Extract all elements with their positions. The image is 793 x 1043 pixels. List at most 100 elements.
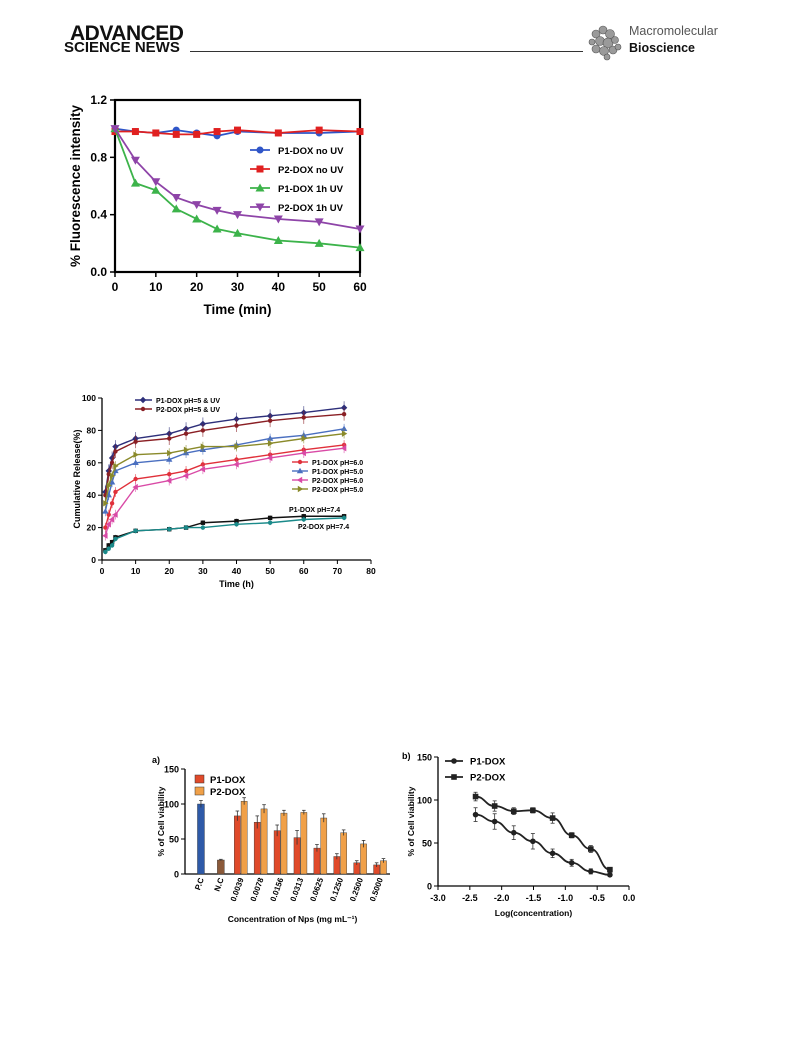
data-point [167,449,173,457]
y-axis-label: % of Cell viability [406,786,416,856]
legend-label: P2-DOX no UV [278,165,344,176]
data-point [607,872,613,878]
data-point [183,446,190,454]
x-tick-label: -2.0 [494,893,510,903]
data-point [267,418,273,423]
series-line-1 [115,129,361,136]
x-tick-label: 0.0 [623,893,636,903]
data-point [103,500,109,507]
y-axis-label: Cumulative Release(%) [72,429,82,528]
y-tick-label: 150 [164,765,179,775]
data-point [266,454,273,462]
data-point [133,528,138,534]
legend-label: P2-DOX pH=5 & UV [156,407,220,414]
data-point [102,508,109,514]
x-tick-label: -3.0 [430,893,446,903]
x-tick-label: 80 [366,566,376,576]
viability-bar-chart: a) 0 50 100 150 % of Cell viability Concentrat… [152,755,390,924]
legend-swatch [194,774,205,784]
data-point [315,126,323,134]
data-point [193,130,201,138]
data-point [491,803,498,809]
x-axis-label: Time (min) [203,302,271,317]
x-tick-label: 0.0039 [229,876,246,903]
data-point [266,435,274,441]
data-point [314,238,324,247]
data-point [200,443,207,450]
data-point [113,489,118,495]
data-point [105,521,111,528]
legend-marker [256,165,264,173]
data-point [108,479,116,485]
x-tick-label: 40 [232,566,242,576]
data-point [472,811,479,818]
data-point [171,193,181,202]
data-point [109,501,115,506]
panel-label: a) [152,755,160,765]
series-line-2 [114,128,361,249]
legend-marker [139,396,147,404]
y-tick-label: 50 [169,835,179,845]
x-tick-label: 30 [231,280,245,294]
data-point [106,471,111,477]
bar [260,808,268,875]
y-tick-label: 100 [164,800,179,810]
data-point [200,520,206,525]
data-point [112,511,118,518]
data-point [199,466,206,473]
data-point [510,829,517,836]
data-point [341,430,348,437]
data-point [212,206,222,215]
series-line-5 [104,432,345,504]
legend-marker [451,758,457,764]
y-tick-label: 0 [174,870,179,880]
data-point [167,471,172,477]
data-point [274,129,282,137]
data-point [200,428,206,433]
data-point [109,460,115,465]
data-point [234,423,239,428]
data-point [301,435,307,442]
legend-label: P2-DOX 1h UV [278,203,344,214]
x-tick-label: 50 [265,566,275,576]
x-tick-label: 0.0156 [269,876,286,903]
publisher-logo-science-news: SCIENCE NEWS [64,39,180,56]
x-tick-label: 0.0078 [249,876,266,903]
data-point [510,808,517,814]
viability-log-chart: b) -3.0 -2.5 -2.0 -1.5 -1.0 -0.5 0.0 0 50 100 150 % … [402,751,636,918]
data-point [341,412,347,417]
data-point [109,543,115,548]
x-tick-label: P.C [193,876,206,891]
data-point [166,456,173,462]
panel-label: b) [402,751,411,761]
data-point [113,449,118,454]
x-axis-label: Time (h) [219,579,254,589]
data-point [192,201,202,210]
data-point [340,425,348,431]
data-point [151,185,161,194]
x-tick-label: 0.0313 [289,876,306,903]
data-point [152,129,160,137]
legend-label: P1-DOX no UV [278,146,344,157]
bar [280,812,288,875]
data-point [108,516,115,523]
inline-series-label: P2-DOX pH=7.4 [298,524,349,531]
legend-label: P2-DOX pH=6.0 [312,478,363,485]
data-point [132,459,139,465]
data-point [549,815,556,821]
journal-name-line1: Macromolecular [629,24,718,38]
x-tick-label: 0 [100,566,105,576]
y-axis-label: % of Cell viability [156,786,166,856]
legend-marker [255,183,265,192]
inline-series-label: P1-DOX pH=7.4 [289,507,340,514]
y-tick-label: 100 [417,796,432,806]
data-point [355,243,365,252]
series-line-3 [114,128,361,230]
bar [340,832,347,875]
data-point [234,522,239,527]
data-point [340,445,347,452]
data-point [301,517,306,522]
data-point [167,436,172,441]
data-point [110,125,120,134]
y-tick-label: 1.2 [90,93,107,107]
